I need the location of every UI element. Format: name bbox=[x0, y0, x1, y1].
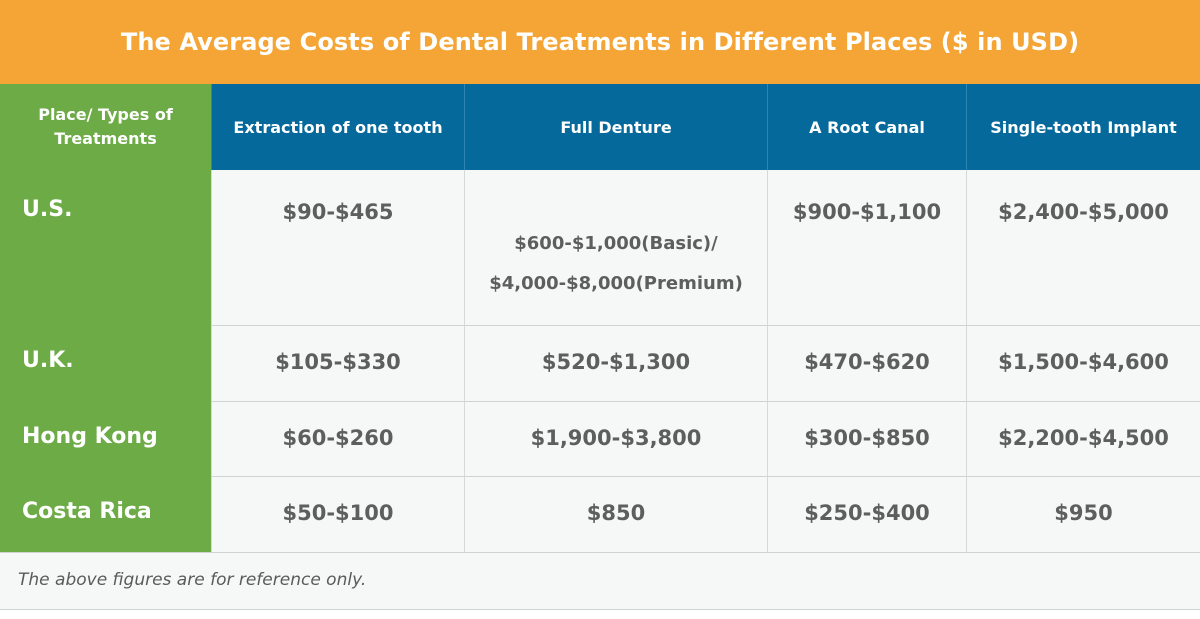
table-cell: $2,400-$5,000 bbox=[966, 170, 1200, 326]
table-row: U.K. $105-$330 $520-$1,300 $470-$620 $1,… bbox=[0, 326, 1200, 402]
col-header-label: Extraction of one tooth bbox=[233, 117, 443, 137]
col-header-root-canal: A Root Canal bbox=[767, 84, 966, 170]
row-place-label: U.S. bbox=[0, 170, 211, 326]
table-cell: $105-$330 bbox=[211, 326, 464, 402]
table-title: The Average Costs of Dental Treatments i… bbox=[120, 28, 1080, 56]
table-cell: $60-$260 bbox=[211, 402, 464, 477]
row-place-label: U.K. bbox=[0, 326, 211, 402]
table-row: Hong Kong $60-$260 $1,900-$3,800 $300-$8… bbox=[0, 402, 1200, 477]
table-cell: $50-$100 bbox=[211, 477, 464, 552]
table-cell: $300-$850 bbox=[767, 402, 966, 477]
table-row: U.S. $90-$465 $600-$1,000(Basic)/ $4,000… bbox=[0, 170, 1200, 326]
title-bar: The Average Costs of Dental Treatments i… bbox=[0, 0, 1200, 84]
corner-header: Place/ Types of Treatments bbox=[0, 84, 211, 170]
row-place-label: Hong Kong bbox=[0, 402, 211, 477]
table-header-row: Place/ Types of Treatments Extraction of… bbox=[0, 84, 1200, 170]
row-divider bbox=[211, 476, 1200, 477]
table-cell: $850 bbox=[464, 477, 767, 552]
col-header-full-denture: Full Denture bbox=[464, 84, 767, 170]
denture-basic-price: $600-$1,000(Basic)/ bbox=[514, 232, 718, 254]
table-cell: $470-$620 bbox=[767, 326, 966, 402]
footnote-text: The above figures are for reference only… bbox=[18, 570, 367, 590]
col-header-label: A Root Canal bbox=[809, 117, 925, 137]
table-cell: $900-$1,100 bbox=[767, 170, 966, 326]
table-cell: $1,500-$4,600 bbox=[966, 326, 1200, 402]
table-cell: $90-$465 bbox=[211, 170, 464, 326]
table-cell: $520-$1,300 bbox=[464, 326, 767, 402]
row-place-label: Costa Rica bbox=[0, 477, 211, 552]
col-header-label: Single-tooth Implant bbox=[990, 117, 1177, 137]
row-divider bbox=[211, 401, 1200, 402]
corner-header-label: Place/ Types of Treatments bbox=[38, 105, 173, 148]
col-header-extraction: Extraction of one tooth bbox=[211, 84, 464, 170]
col-header-implant: Single-tooth Implant bbox=[966, 84, 1200, 170]
table-cell-full-denture: $600-$1,000(Basic)/ $4,000-$8,000(Premiu… bbox=[464, 170, 767, 326]
table-cell: $950 bbox=[966, 477, 1200, 552]
col-header-label: Full Denture bbox=[560, 117, 672, 137]
table-cell: $250-$400 bbox=[767, 477, 966, 552]
row-divider bbox=[211, 325, 1200, 326]
table-cell: $2,200-$4,500 bbox=[966, 402, 1200, 477]
denture-premium-price: $4,000-$8,000(Premium) bbox=[489, 272, 743, 294]
table-cell: $1,900-$3,800 bbox=[464, 402, 767, 477]
table-row: Costa Rica $50-$100 $850 $250-$400 $950 bbox=[0, 477, 1200, 552]
footnote-bar: The above figures are for reference only… bbox=[0, 552, 1200, 610]
